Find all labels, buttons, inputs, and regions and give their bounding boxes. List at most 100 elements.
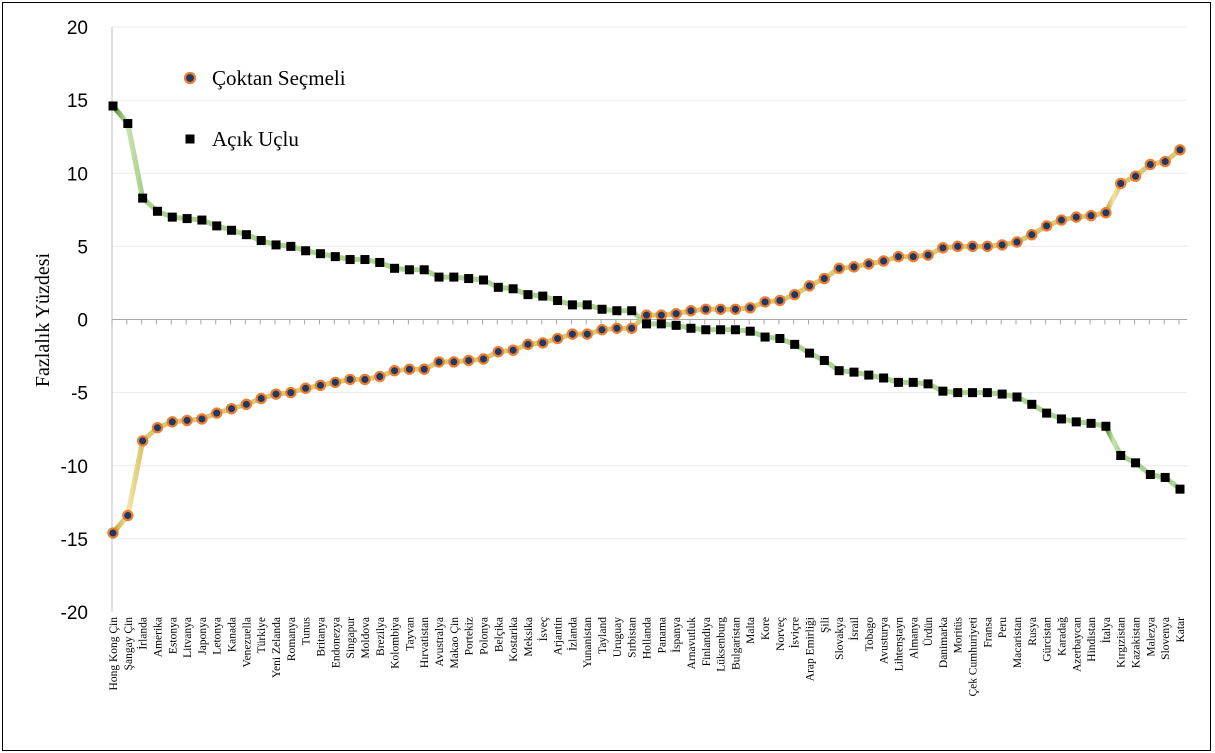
data-point-square <box>493 282 503 292</box>
y-axis-ticks: 20 15 10 5 0 -5 -10 -15 -20 <box>61 18 88 624</box>
data-point-circle <box>1129 170 1142 182</box>
data-point-square <box>286 241 296 251</box>
data-point-circle <box>225 403 238 415</box>
data-point-circle <box>877 255 890 267</box>
x-tick-label: Kanada <box>227 617 239 652</box>
data-point-circle <box>388 364 401 377</box>
data-point-square <box>864 370 874 380</box>
data-point-square <box>256 236 266 246</box>
x-tick-label: Ürdün <box>921 617 935 647</box>
data-point-square <box>553 295 563 305</box>
x-tick-label: Uruguay <box>612 617 624 657</box>
data-point-square <box>301 246 311 256</box>
data-point-circle <box>1011 236 1023 248</box>
data-point-square <box>1101 421 1111 431</box>
x-tick-label: Arjantin <box>553 617 565 656</box>
x-tick-label: Fransa <box>982 617 994 648</box>
data-point-square <box>123 119 133 129</box>
data-point-circle <box>848 261 860 273</box>
data-point-circle <box>937 242 949 254</box>
data-point-circle <box>863 258 875 270</box>
data-point-square <box>908 377 918 387</box>
y-tick-label: 0 <box>77 311 88 332</box>
x-tick-label: Yeni Zelanda <box>271 617 283 678</box>
data-point-square <box>449 272 459 282</box>
data-point-square <box>1131 458 1141 468</box>
x-tick-label: Hong Kong Çin <box>108 617 120 691</box>
data-point-square <box>1042 408 1052 418</box>
x-tick-label: Malezya <box>1145 617 1157 657</box>
x-tick-label: Malta <box>745 617 757 644</box>
x-tick-label: Avusturya <box>879 617 891 664</box>
data-point-circle <box>477 353 490 365</box>
data-point-square <box>404 265 414 275</box>
y-axis-label: Fazlalık Yüzdesi <box>32 252 54 387</box>
data-point-circle <box>774 294 786 307</box>
series-line-0 <box>110 147 1183 536</box>
x-tick-label: Polonya <box>478 617 490 655</box>
data-point-circle <box>640 309 653 321</box>
data-point-square <box>730 325 740 335</box>
legend-label-acik-uclu: Açık Uçlu <box>212 127 299 151</box>
x-tick-label: Kostarika <box>508 617 520 662</box>
data-point-square <box>152 206 162 216</box>
x-tick-label: İtalya <box>1099 617 1113 643</box>
data-point-circle <box>1026 228 1038 241</box>
x-tick-label: Finlandiya <box>701 617 713 666</box>
data-point-square <box>953 388 963 398</box>
data-point-square <box>968 388 978 398</box>
x-tick-label: İspanya <box>669 617 683 653</box>
data-point-circle <box>729 303 742 315</box>
data-point-circle <box>166 416 178 428</box>
data-point-square <box>360 255 370 265</box>
data-point-circle <box>833 262 845 275</box>
data-point-circle <box>1174 144 1186 156</box>
x-axis-ticks: Hong Kong Çin Şangay Çin İrlanda Amerika Est… <box>108 616 1187 696</box>
data-point-circle <box>818 272 831 285</box>
data-point-circle <box>270 388 282 400</box>
data-point-square <box>567 300 577 310</box>
data-point-circle <box>996 239 1008 251</box>
x-tick-label: Şangay Çin <box>123 617 135 671</box>
data-point-circle <box>551 332 564 345</box>
legend-label-coktan-secmeli: Çoktan Seçmeli <box>212 66 346 90</box>
data-point-square <box>582 300 592 310</box>
data-point-square <box>182 214 192 224</box>
data-point-square <box>227 225 237 235</box>
data-point-square <box>997 389 1007 399</box>
data-point-square <box>745 326 755 336</box>
data-point-square <box>523 290 533 300</box>
data-point-square <box>612 306 622 316</box>
data-point-circle <box>803 280 816 292</box>
data-point-circle <box>107 527 119 539</box>
x-tick-label: Kolombiya <box>390 617 402 669</box>
data-point-square <box>167 212 177 222</box>
x-tick-label: Hollanda <box>642 617 654 659</box>
data-point-circle <box>907 250 919 263</box>
x-tick-label: Danimarka <box>938 617 950 668</box>
x-tick-label: Panama <box>656 617 668 653</box>
data-point-square <box>508 284 518 294</box>
series-markers <box>107 101 1186 539</box>
data-point-square <box>390 263 400 273</box>
x-tick-label: Kırgızistan <box>1116 617 1128 668</box>
x-tick-label: Arnavutluk <box>686 617 698 670</box>
data-point-square <box>1027 399 1037 409</box>
y-tick-label: 15 <box>67 91 88 112</box>
x-tick-label: Bulgaristan <box>730 617 742 670</box>
data-point-circle <box>537 337 549 349</box>
data-point-square <box>790 339 800 349</box>
data-point-circle <box>285 386 297 399</box>
x-tick-label: Tobago <box>864 617 876 652</box>
data-point-circle <box>670 307 682 320</box>
x-tick-label: Moritüs <box>953 616 965 653</box>
data-point-square <box>478 275 488 285</box>
data-point-square <box>464 274 474 284</box>
data-point-square <box>375 257 385 267</box>
data-point-circle <box>700 303 712 315</box>
data-point-square <box>330 252 340 262</box>
legend-item-coktan-secmeli: Çoktan Seçmeli <box>168 66 346 90</box>
data-point-circle <box>240 398 253 411</box>
data-point-circle <box>625 322 638 334</box>
data-point-square <box>893 377 903 387</box>
